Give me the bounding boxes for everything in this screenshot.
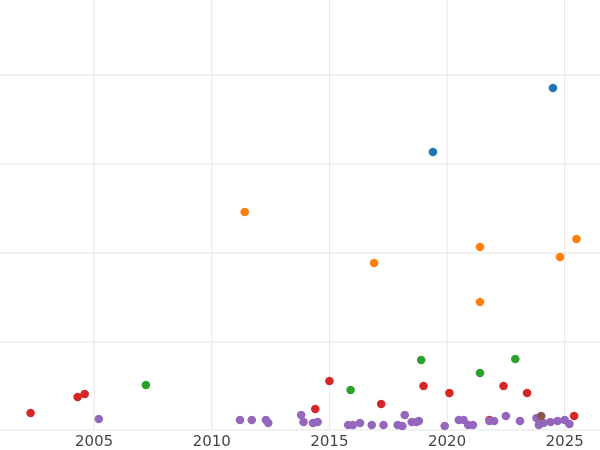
data-point (536, 411, 546, 421)
data-point (515, 416, 525, 426)
data-point (475, 242, 485, 252)
x-tick-label: 2015 (310, 432, 348, 450)
data-point (416, 355, 426, 365)
data-point (369, 258, 379, 268)
data-point (475, 368, 485, 378)
data-point (263, 418, 273, 428)
data-point (80, 389, 90, 399)
data-point (546, 417, 555, 427)
data-point (400, 410, 410, 420)
data-point (325, 376, 334, 386)
data-point (499, 381, 508, 391)
data-point (310, 404, 320, 414)
x-tick-label: 2020 (428, 432, 466, 450)
data-point (548, 83, 558, 93)
data-point (379, 420, 388, 430)
data-point (235, 415, 245, 425)
data-point (367, 420, 377, 430)
data-point (296, 410, 306, 420)
x-axis: 2005 2010 2015 2020 2025 (75, 432, 584, 450)
data-point (555, 252, 565, 262)
data-point (445, 388, 454, 398)
x-tick-label: 2005 (75, 432, 113, 450)
data-point (510, 354, 520, 364)
data-point (348, 420, 358, 430)
data-point (73, 392, 82, 402)
data-point (572, 234, 581, 244)
data-point (553, 416, 562, 426)
grid (0, 0, 600, 431)
data-point (247, 415, 257, 425)
data-point (355, 418, 365, 428)
data-point (565, 419, 574, 429)
data-point (26, 408, 35, 418)
data-point (398, 421, 407, 431)
data-point (414, 416, 424, 426)
data-point (141, 380, 151, 390)
x-tick-label: 2010 (193, 432, 231, 450)
data-point (501, 411, 511, 421)
data-point (489, 416, 499, 426)
data-point (539, 418, 548, 428)
data-point (313, 417, 322, 427)
data-point (428, 147, 438, 157)
data-point (440, 421, 450, 431)
data-point (419, 381, 428, 391)
data-point (522, 388, 532, 398)
data-point (346, 385, 355, 395)
data-point (240, 207, 250, 217)
data-point (569, 411, 579, 421)
data-point (475, 297, 485, 307)
x-tick-label: 2025 (546, 432, 584, 450)
data-point (94, 414, 104, 424)
data-point (299, 417, 308, 427)
data-point (376, 399, 386, 409)
data-point (468, 420, 478, 430)
plot-area (26, 83, 581, 431)
